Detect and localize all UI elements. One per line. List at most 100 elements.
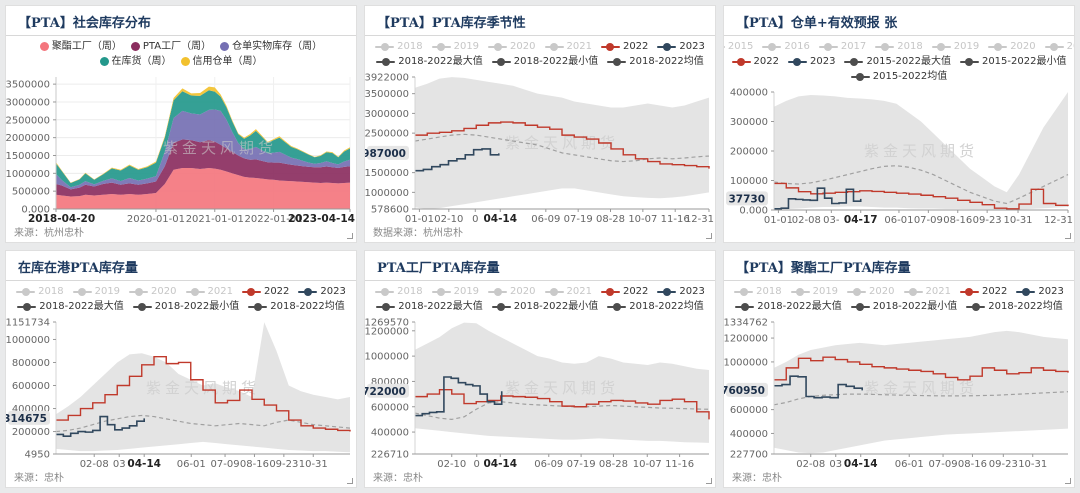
legend-item-仓单实物库存（周）[interactable]: 仓单实物库存（周）	[220, 39, 322, 54]
legend-item-2017[interactable]: 2017	[818, 39, 866, 54]
stack-layer-0	[56, 167, 350, 209]
legend-item-在库货（周）[interactable]: 在库货（周）	[99, 54, 172, 69]
legend-label: 2018-2022均值	[988, 301, 1063, 312]
legend-item-2021[interactable]: 2021	[903, 284, 951, 299]
chart-area: 紫金天风期货 400000 300000 200000 100000 0.000 37730…	[724, 85, 1074, 228]
resize-handle[interactable]	[347, 478, 353, 484]
legend-row: 2018 2019 2020 2021 2022 2023	[367, 284, 713, 299]
legend-item-2023[interactable]: 2023	[787, 54, 835, 69]
legend-item-2018-2022均值[interactable]: 2018-2022均值	[607, 54, 704, 69]
legend-item-2023[interactable]: 2023	[657, 284, 705, 299]
highlight-value: 1987000	[365, 148, 406, 160]
legend-item-2022[interactable]: 2022	[959, 284, 1007, 299]
legend-marker-icon	[1016, 287, 1036, 296]
legend-item-PTA工厂（周）[interactable]: PTA工厂（周）	[130, 39, 212, 54]
legend-item-2018[interactable]: 2018	[16, 284, 64, 299]
legend-item-2015[interactable]: 2015	[724, 39, 753, 54]
legend-label: PTA工厂（周）	[142, 41, 212, 52]
legend-label: 2015-2022最小值	[981, 56, 1067, 67]
y-tick-label: 2500000	[6, 115, 50, 126]
legend-item-2018-2022均值[interactable]: 2018-2022均值	[248, 299, 345, 314]
legend-marker-icon	[375, 42, 395, 51]
legend-label: 2018	[397, 41, 423, 52]
legend-item-2018-2022均值[interactable]: 2018-2022均值	[607, 299, 704, 314]
legend-item-2022[interactable]: 2022	[600, 284, 648, 299]
legend-item-2020[interactable]: 2020	[488, 39, 536, 54]
legend-item-2020[interactable]: 2020	[847, 284, 895, 299]
legend-item-2019[interactable]: 2019	[931, 39, 980, 54]
resize-handle[interactable]	[1065, 478, 1071, 484]
legend-marker-icon	[185, 287, 205, 296]
legend-item-2018-2022最大值[interactable]: 2018-2022最大值	[735, 299, 842, 314]
seasonal-line-chart[interactable]: 紫金天风期货 400000 300000 200000 100000 0.00037730…	[724, 85, 1074, 229]
legend-item-2018-2022最小值[interactable]: 2018-2022最小值	[491, 54, 599, 69]
legend-item-2016[interactable]: 2016	[762, 39, 810, 54]
stacked-area-chart[interactable]: 紫金天风期货 0.000 500000 1000000 1500000 2000000 25…	[6, 70, 356, 228]
legend-item-2023[interactable]: 2023	[657, 39, 705, 54]
legend-item-2022[interactable]: 2022	[731, 54, 779, 69]
series-2023	[415, 148, 500, 172]
highlight-value: 37730	[728, 193, 765, 205]
legend-item-2021[interactable]: 2021	[544, 284, 592, 299]
legend-row: 2018-2022最大值 2018-2022最小值 2018-2022均值	[8, 299, 354, 314]
seasonal-line-chart[interactable]: 紫金天风期货 1151734 1000000 800000 600000 400000 20…	[6, 315, 356, 473]
legend-item-2018-2022最小值[interactable]: 2018-2022最小值	[132, 299, 239, 314]
legend-label: 2020	[510, 41, 536, 52]
legend-item-2018[interactable]: 2018	[875, 39, 923, 54]
stack-layer-2	[56, 109, 350, 190]
legend-item-2018[interactable]: 2018	[375, 284, 423, 299]
legend-item-2018-2022最大值[interactable]: 2018-2022最大值	[17, 299, 124, 314]
legend-item-2022[interactable]: 2022	[241, 284, 289, 299]
legend-item-2021[interactable]: 2021	[185, 284, 233, 299]
legend-label: 2018-2022最小值	[513, 56, 599, 67]
legend-item-2019[interactable]: 2019	[790, 284, 838, 299]
legend-item-2022[interactable]: 2022	[600, 39, 648, 54]
seasonal-line-chart[interactable]: 紫金天风期货3922000350000030000002500000150000…	[365, 70, 715, 228]
legend-item-2023[interactable]: 2023	[1016, 284, 1064, 299]
legend-item-2020[interactable]: 2020	[988, 39, 1036, 54]
y-tick-label: 578600	[371, 205, 409, 216]
watermark: 紫金天风期货	[163, 139, 277, 157]
legend-item-2015-2022最大值[interactable]: 2015-2022最大值	[844, 54, 951, 69]
series-2023	[415, 376, 503, 417]
legend-item-2015-2022最小值[interactable]: 2015-2022最小值	[959, 54, 1067, 69]
legend-item-2018[interactable]: 2018	[375, 39, 423, 54]
legend-label: 2021	[207, 286, 233, 297]
legend-marker-icon	[847, 287, 867, 296]
legend-item-2019[interactable]: 2019	[431, 284, 479, 299]
panel-warrant-effective-forecast: 【PTA】仓单+有效预报 张 2015 2016 2017 2018 2019 2020 2…	[723, 5, 1075, 243]
resize-handle[interactable]	[706, 478, 712, 484]
legend-item-2018-2022最大值[interactable]: 2018-2022最大值	[376, 54, 483, 69]
legend-item-2020[interactable]: 2020	[129, 284, 177, 299]
x-tick-label: 03	[113, 459, 126, 470]
resize-handle[interactable]	[347, 233, 353, 239]
legend-item-2018[interactable]: 2018	[734, 284, 782, 299]
legend-marker-icon	[376, 302, 396, 311]
x-tick-label: 08-16	[240, 459, 269, 470]
legend-row: 2018-2022最大值 2018-2022最小值 2018-2022均值	[367, 54, 713, 69]
legend-item-2018-2022最小值[interactable]: 2018-2022最小值	[491, 299, 598, 314]
legend-item-2019[interactable]: 2019	[72, 284, 120, 299]
resize-handle[interactable]	[706, 233, 712, 239]
y-tick-label: 100000	[730, 176, 768, 187]
legend-item-信用仓单（周）[interactable]: 信用仓单（周）	[180, 54, 263, 69]
source-label: 来源：忠朴	[732, 473, 782, 484]
legend-marker-icon	[375, 287, 395, 296]
legend-item-2023[interactable]: 2023	[298, 284, 346, 299]
legend-item-2018-2022均值[interactable]: 2018-2022均值	[966, 299, 1063, 314]
legend-item-聚酯工厂（周）[interactable]: 聚酯工厂（周）	[39, 39, 122, 54]
seasonal-line-chart[interactable]: 紫金天风期货 1334762 1200000 1000000 600000 400000 2…	[724, 315, 1074, 473]
resize-handle[interactable]	[1065, 233, 1071, 239]
legend-item-2021[interactable]: 2021	[544, 39, 592, 54]
legend-label: 2018	[38, 286, 64, 297]
legend-item-2019[interactable]: 2019	[431, 39, 479, 54]
legend-item-2018-2022最大值[interactable]: 2018-2022最大值	[376, 299, 483, 314]
y-tick-label: 800000	[371, 377, 409, 388]
legend-item-2015-2022均值[interactable]: 2015-2022均值	[850, 69, 947, 84]
legend-item-2020[interactable]: 2020	[488, 284, 536, 299]
legend-item-2021[interactable]: 2021	[1044, 39, 1074, 54]
legend-item-2018-2022最小值[interactable]: 2018-2022最小值	[850, 299, 957, 314]
legend-marker-icon	[488, 42, 508, 51]
legend-label: 2019	[953, 41, 980, 52]
